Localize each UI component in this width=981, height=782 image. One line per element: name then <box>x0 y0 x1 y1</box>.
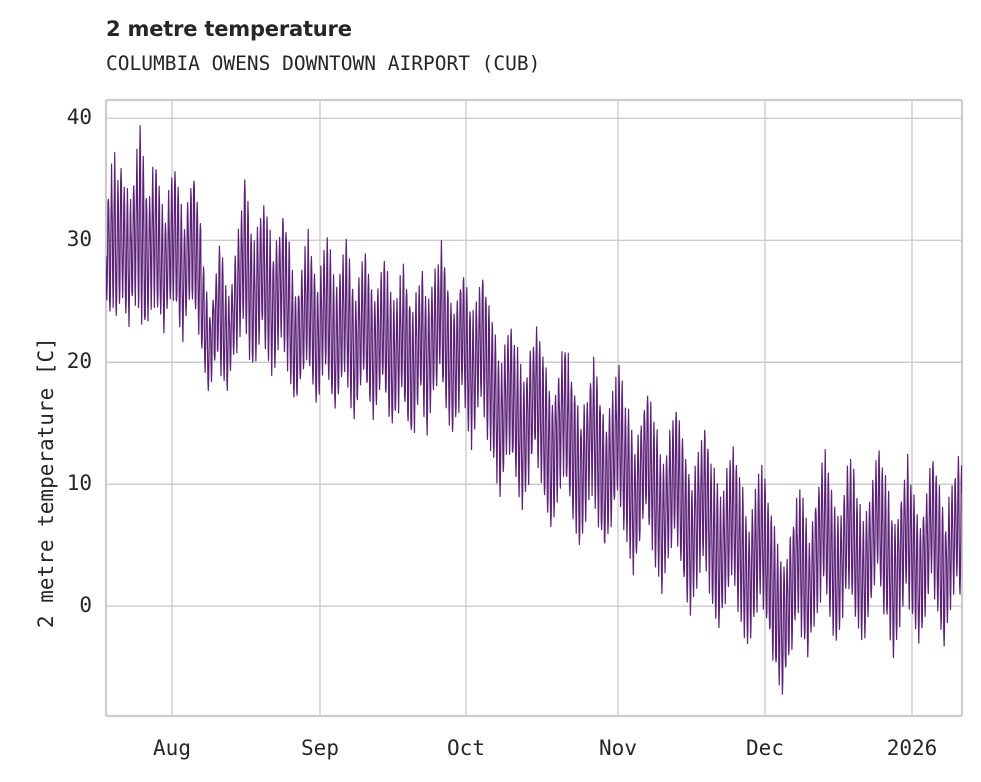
x-tick-label: Sep <box>301 736 339 760</box>
y-tick-label: 10 <box>66 471 92 496</box>
grid-lines <box>106 100 962 716</box>
temperature-line <box>106 125 962 695</box>
temperature-series <box>106 125 962 695</box>
x-tick-label: 2026 <box>886 736 938 760</box>
x-tick-label: Aug <box>153 736 191 760</box>
chart-subtitle: COLUMBIA OWENS DOWNTOWN AIRPORT (CUB) <box>106 52 541 75</box>
y-tick-label: 20 <box>66 349 92 374</box>
x-tick-label: Dec <box>746 736 784 760</box>
y-tick-label: 40 <box>66 105 92 130</box>
x-tick-label: Nov <box>599 736 637 760</box>
chart-title: 2 metre temperature <box>106 17 352 41</box>
axes-spines <box>104 98 964 718</box>
y-tick-label: 30 <box>66 227 92 252</box>
y-tick-label: 0 <box>79 593 92 618</box>
x-tick-label: Oct <box>447 736 485 760</box>
